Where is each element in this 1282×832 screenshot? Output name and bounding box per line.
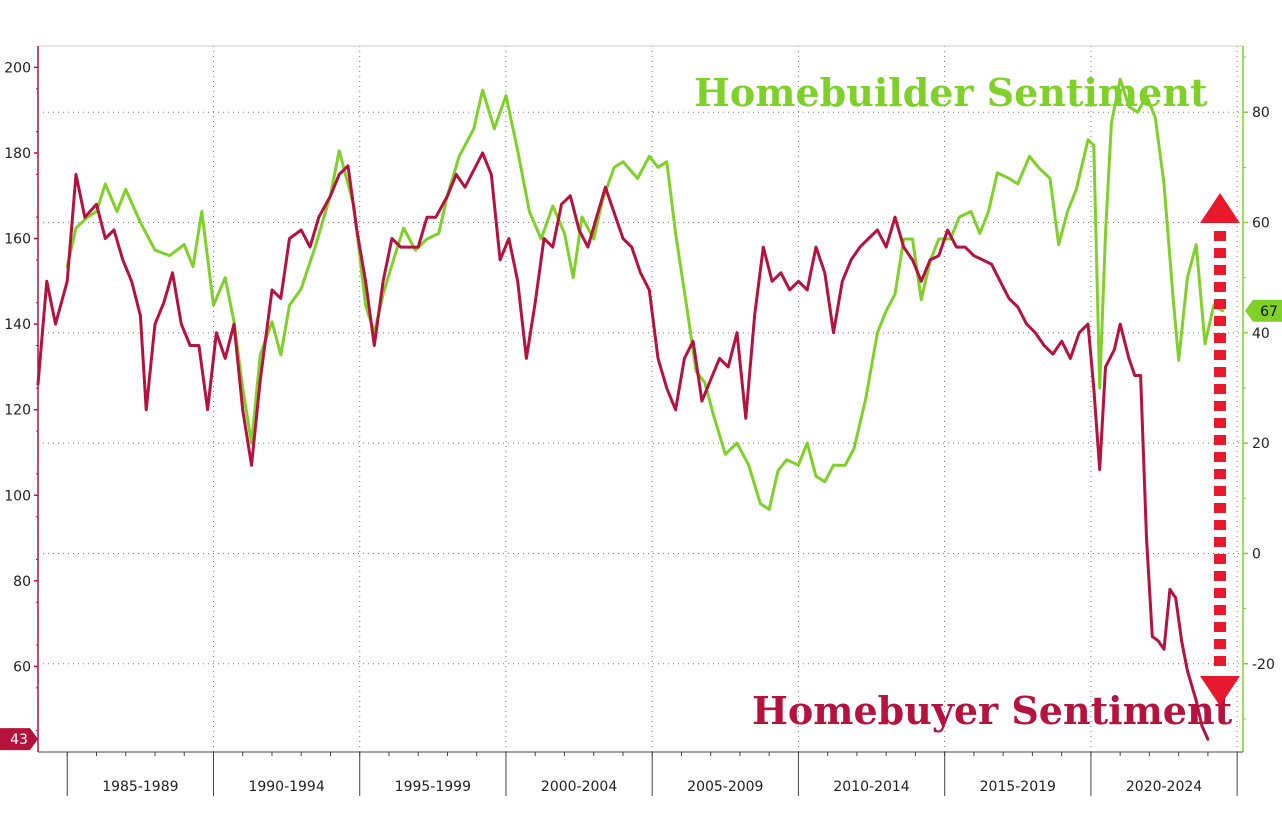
arrow-dash: [1214, 384, 1226, 394]
right-axis-tick-label: -20: [1252, 657, 1275, 673]
left-axis-tick-label: 120: [4, 403, 31, 419]
left-axis-tick-label: 200: [4, 60, 31, 76]
series-label-homebuyer: Homebuyer Sentiment: [752, 688, 1233, 733]
arrow-dash: [1214, 520, 1226, 530]
x-axis-tick-label: 2005-2009: [687, 779, 763, 795]
arrow-dash: [1214, 588, 1226, 598]
arrow-dash: [1214, 554, 1226, 564]
x-axis-tick-label: 1995-1999: [395, 779, 471, 795]
x-axis-tick-label: 1985-1989: [102, 779, 178, 795]
annotation-arrow: [1200, 193, 1240, 706]
arrow-dash: [1214, 333, 1226, 343]
right-axis-tick-label: 40: [1252, 326, 1270, 342]
right-axis-tick-label: 0: [1252, 546, 1261, 562]
axis-layer: 60 80 100 120 140 160 180 200 -20 0 20 40 60 80 1985-1…: [4, 46, 1275, 796]
arrow-dash: [1214, 282, 1226, 292]
right-axis-tick-label: 60: [1252, 216, 1270, 232]
left-axis-tick-label: 60: [13, 659, 31, 675]
arrow-dash: [1214, 656, 1226, 666]
arrow-dash: [1214, 418, 1226, 428]
arrow-dash: [1214, 537, 1226, 547]
value-badge-homebuilder: [1245, 299, 1282, 322]
arrow-dash: [1214, 435, 1226, 445]
value-badges: 67 43: [0, 299, 1282, 751]
left-axis-tick-label: 80: [13, 574, 31, 590]
value-badge-homebuyer-label: 43: [10, 732, 28, 748]
arrow-dash: [1214, 469, 1226, 479]
left-axis-tick-label: 160: [4, 232, 31, 248]
arrow-dash: [1214, 486, 1226, 496]
value-badge-homebuyer: [0, 728, 38, 751]
arrow-dash: [1214, 571, 1226, 581]
arrow-dash: [1214, 622, 1226, 632]
series-label-homebuilder: Homebuilder Sentiment: [694, 70, 1208, 115]
arrow-dash: [1214, 639, 1226, 649]
x-axis-tick-label: 1990-1994: [248, 779, 324, 795]
left-axis-tick-label: 140: [4, 317, 31, 333]
series-layer: [36, 77, 1224, 741]
x-axis-tick-label: 2015-2019: [980, 779, 1056, 795]
arrow-dash: [1214, 265, 1226, 275]
left-axis-tick-label: 100: [4, 488, 31, 504]
arrow-head-up: [1200, 193, 1240, 223]
arrow-head-down: [1200, 676, 1240, 706]
arrow-dash: [1214, 248, 1226, 258]
arrow-dash: [1214, 452, 1226, 462]
arrow-dash: [1214, 401, 1226, 411]
x-axis-tick-label: 2000-2004: [541, 779, 617, 795]
arrow-dash: [1214, 350, 1226, 360]
right-axis-tick-label: 80: [1252, 105, 1270, 121]
series-line-homebuyer: [36, 151, 1210, 741]
arrow-dash: [1214, 316, 1226, 326]
right-axis-tick-label: 20: [1252, 436, 1270, 452]
arrow-dash: [1214, 231, 1226, 241]
grid-layer: [38, 45, 1243, 752]
left-axis-tick-label: 180: [4, 146, 31, 162]
arrow-dash: [1214, 299, 1226, 309]
x-axis-tick-label: 2020-2024: [1126, 779, 1202, 795]
arrow-dash: [1214, 503, 1226, 513]
x-axis-tick-label: 2010-2014: [833, 779, 909, 795]
arrow-dash: [1214, 367, 1226, 377]
value-badge-homebuilder-label: 67: [1260, 304, 1278, 320]
arrow-dash: [1214, 605, 1226, 615]
